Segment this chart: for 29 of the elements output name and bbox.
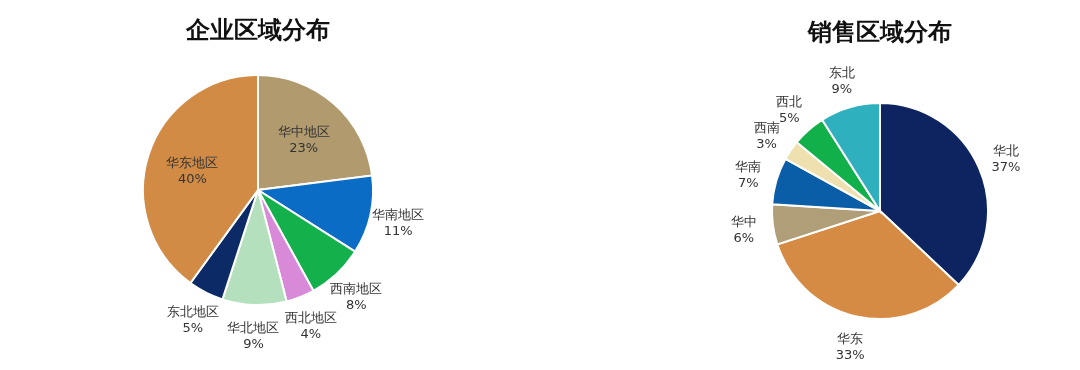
data-label: 5% — [182, 320, 204, 336]
data-label: 3% — [756, 135, 777, 151]
chart-title: 企业区域分布 — [185, 16, 330, 44]
data-label: 4% — [300, 325, 322, 341]
data-label: 11% — [383, 223, 413, 239]
data-label: 37% — [991, 158, 1021, 174]
slice-label: 西北地区 — [284, 309, 337, 325]
data-label: 40% — [177, 170, 207, 186]
chart-title: 销售区域分布 — [807, 18, 952, 46]
data-label: 8% — [346, 296, 367, 312]
data-label: 33% — [835, 346, 865, 362]
slice-label: 华中 — [730, 214, 757, 230]
slice-label: 华东 — [837, 330, 864, 346]
slice-label: 东北地区 — [166, 304, 219, 320]
data-label: 7% — [737, 174, 759, 190]
slice-label: 华中地区 — [277, 124, 330, 140]
slice-label: 西南地区 — [330, 280, 383, 296]
data-label: 23% — [289, 140, 319, 156]
slice-label: 华北 — [992, 142, 1019, 158]
data-label: 6% — [733, 230, 755, 246]
data-label: 9% — [831, 81, 853, 97]
slice-label: 华北地区 — [227, 319, 280, 335]
slice-label: 华南地区 — [372, 207, 425, 223]
slice-label: 西北 — [776, 94, 803, 110]
slice-label: 东北 — [828, 65, 855, 81]
slice-label: 西南 — [753, 119, 780, 135]
slice-label: 华东地区 — [166, 154, 219, 170]
data-label: 9% — [243, 335, 264, 351]
slice-label: 华南 — [735, 158, 762, 174]
